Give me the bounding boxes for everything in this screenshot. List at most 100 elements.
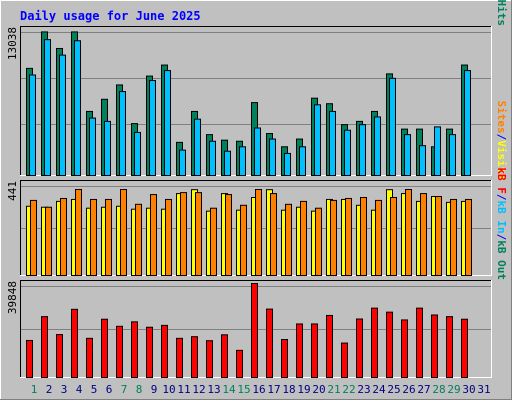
files-bar	[374, 116, 381, 177]
sites-visits-panel	[20, 180, 492, 277]
kbytes-bar	[311, 323, 318, 378]
bot-legend: kB F/kB In/kB Out	[495, 167, 508, 280]
legend-entry: kB In	[495, 201, 508, 234]
day-label: 15	[237, 383, 250, 396]
files-bar	[59, 54, 66, 176]
day-label: 25	[387, 383, 400, 396]
sites-bar	[120, 189, 127, 276]
files-bar	[389, 77, 396, 176]
sites-bar	[45, 206, 52, 276]
files-bar	[314, 104, 321, 176]
day-label: 18	[282, 383, 295, 396]
files-bar	[74, 40, 81, 177]
day-label: 21	[327, 383, 340, 396]
files-bar	[329, 110, 336, 176]
files-bar	[44, 39, 51, 177]
day-label: 9	[151, 383, 158, 396]
sites-bar	[450, 198, 457, 276]
files-bar	[299, 146, 306, 176]
sites-bar	[60, 197, 67, 276]
sites-bar	[165, 198, 172, 276]
sites-bar	[240, 204, 247, 276]
sites-bar	[405, 189, 412, 276]
sites-bar	[420, 193, 427, 277]
sites-bar	[90, 198, 97, 276]
kbytes-bar	[296, 323, 303, 378]
day-label: 27	[417, 383, 430, 396]
sites-bar	[255, 189, 262, 276]
files-bar	[224, 150, 231, 177]
legend-entry: /	[495, 234, 508, 241]
day-label: 4	[76, 383, 83, 396]
day-label: 16	[252, 383, 265, 396]
kbytes-bar	[431, 314, 438, 379]
day-label: 28	[432, 383, 445, 396]
files-bar	[29, 74, 36, 176]
sites-bar	[150, 194, 157, 276]
sites-bar	[270, 193, 277, 277]
files-bar	[419, 145, 426, 176]
mid-max-label: 441	[6, 181, 19, 201]
kbytes-bar	[461, 318, 468, 378]
day-axis: 1 2 3 4 5 6 7 8 9 10 11 12 13 14 15 16 17 18 19 20 21 22 23 24 2…	[31, 383, 491, 396]
sites-bar	[75, 189, 82, 276]
files-bar	[254, 127, 261, 177]
files-bar	[404, 134, 411, 177]
sites-bar	[195, 192, 202, 276]
bot-max-label: 39848	[6, 281, 19, 314]
kbytes-bar	[356, 318, 363, 378]
kbytes-bar	[101, 318, 108, 378]
day-label: 22	[342, 383, 355, 396]
kbytes-bar	[281, 339, 288, 379]
files-bar	[209, 140, 216, 177]
kbytes-bar	[161, 324, 168, 378]
files-bar	[134, 131, 141, 176]
legend-entry: kB Out	[495, 240, 508, 280]
day-label: 11	[177, 383, 190, 396]
day-label: 26	[402, 383, 415, 396]
files-bar	[344, 129, 351, 176]
kbytes-bar	[176, 337, 183, 378]
files-bar	[194, 118, 201, 176]
kbytes-bar	[416, 307, 423, 378]
day-label: 31	[477, 383, 490, 396]
sites-bar	[105, 198, 112, 276]
legend-entry: Hits	[495, 0, 508, 26]
day-label: 5	[91, 383, 98, 396]
sites-bar	[315, 207, 322, 276]
sites-bar	[435, 196, 442, 276]
kbytes-bar	[86, 337, 93, 378]
kbytes-bar	[221, 334, 228, 379]
sites-bar	[375, 199, 382, 277]
files-bar	[149, 80, 156, 176]
kbytes-bar	[116, 325, 123, 379]
kbytes-bar	[56, 334, 63, 379]
day-label: 24	[372, 383, 386, 396]
files-bar	[104, 120, 111, 176]
kbytes-bar	[326, 314, 333, 379]
sites-bar	[465, 198, 472, 276]
files-bar	[434, 126, 441, 176]
files-bar	[359, 124, 366, 177]
day-label: 19	[297, 383, 310, 396]
sites-bar	[225, 194, 232, 276]
kbytes-bar	[26, 339, 33, 378]
day-label: 13	[207, 383, 220, 396]
legend-entry: Sites	[495, 101, 508, 134]
files-bar	[179, 149, 186, 177]
day-label: 10	[162, 383, 175, 396]
top-max-label: 13038	[6, 27, 19, 60]
kbytes-panel	[20, 280, 492, 379]
kbytes-bar	[146, 326, 153, 378]
files-bar	[119, 91, 126, 176]
top-legend: Pages/Files/Hits	[495, 0, 508, 26]
day-label: 2	[46, 383, 53, 396]
kbytes-bar	[371, 307, 378, 378]
day-label: 14	[222, 383, 236, 396]
sites-bar	[135, 203, 142, 276]
day-label: 8	[136, 383, 143, 396]
day-label: 29	[447, 383, 460, 396]
sites-bar	[30, 199, 37, 277]
